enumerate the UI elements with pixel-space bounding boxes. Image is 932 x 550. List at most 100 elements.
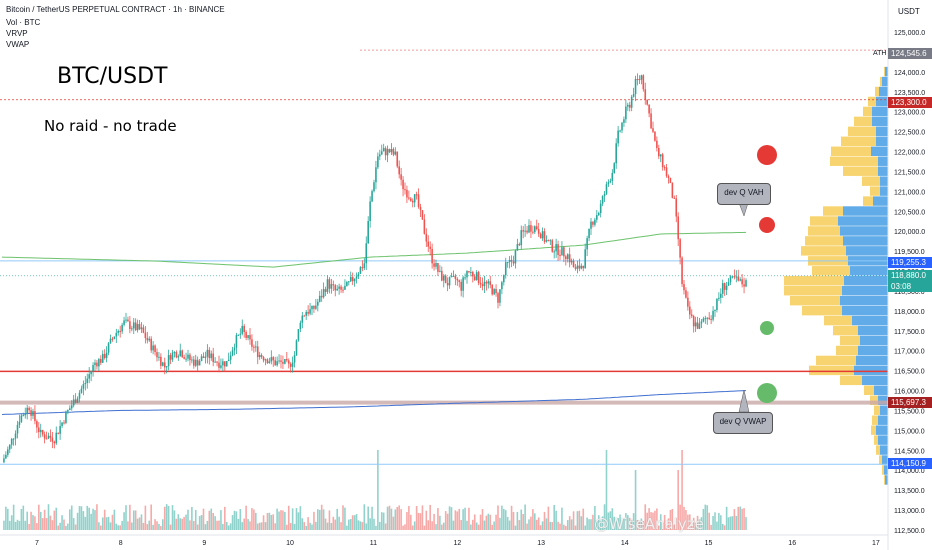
- candle-body: [342, 289, 344, 291]
- volume-bar: [524, 504, 526, 530]
- candle-body: [553, 251, 555, 253]
- candle-body: [489, 281, 492, 285]
- vp-down-row: [831, 146, 871, 156]
- volume-bar: [468, 507, 470, 530]
- volume-bar: [198, 516, 201, 530]
- volume-bar: [380, 512, 383, 530]
- volume-bar: [245, 505, 247, 530]
- volume-bar: [313, 511, 315, 530]
- volume-bar: [297, 512, 300, 530]
- volume-bar: [723, 525, 726, 530]
- volume-bar: [100, 525, 102, 530]
- volume-bar: [332, 516, 335, 530]
- candle-body: [729, 276, 732, 283]
- candle-body: [522, 230, 524, 232]
- volume-bar: [249, 521, 251, 530]
- candle-body: [45, 438, 48, 440]
- indicator-vwap[interactable]: VWAP: [6, 40, 30, 49]
- vp-up-row: [843, 236, 888, 246]
- candle-body: [289, 363, 292, 367]
- candle-body: [692, 316, 695, 327]
- vp-up-row: [878, 395, 888, 405]
- volume-bar: [584, 525, 586, 530]
- candle-body: [22, 415, 25, 417]
- volume-bar: [47, 504, 50, 530]
- volume-bar: [74, 524, 77, 530]
- volume-bar: [231, 515, 234, 530]
- vp-down-row: [874, 435, 878, 445]
- candle-body: [563, 247, 565, 257]
- candle-body: [636, 79, 639, 81]
- volume-bar: [86, 505, 89, 530]
- vp-up-row: [880, 405, 888, 415]
- volume-bar: [559, 523, 561, 530]
- volume-bar: [621, 520, 623, 530]
- candle-body: [394, 151, 397, 155]
- volume-bar: [12, 504, 15, 530]
- volume-bar: [243, 518, 245, 530]
- vp-down-row: [875, 86, 879, 97]
- candle-body: [677, 216, 679, 240]
- vp-up-row: [858, 325, 888, 336]
- volume-bar: [611, 508, 614, 530]
- candle-body: [495, 289, 497, 294]
- candle-body: [348, 281, 350, 283]
- candle-body: [103, 353, 106, 358]
- volume-bar: [266, 513, 269, 530]
- volume-bar: [444, 511, 447, 530]
- volume-bar: [7, 508, 9, 530]
- green-target-dot: [757, 383, 777, 403]
- y-tick-label: 118,500.0: [894, 289, 925, 296]
- candle-body: [237, 334, 240, 336]
- candle-body: [388, 149, 391, 153]
- y-tick-label: 117,000.0: [894, 349, 925, 356]
- volume-bar: [427, 520, 430, 530]
- volume-bar: [220, 510, 222, 530]
- volume-bar: [59, 522, 61, 530]
- volume-bar: [202, 508, 205, 530]
- volume-bar: [361, 522, 364, 530]
- candle-body: [194, 359, 197, 366]
- candle-body: [284, 359, 286, 364]
- volume-bar: [423, 525, 426, 530]
- pair-title: BTC/USDT: [57, 64, 168, 89]
- candle-body: [545, 240, 548, 242]
- candle-body: [193, 359, 195, 366]
- candle-body: [357, 273, 360, 277]
- volume-bar: [353, 515, 356, 530]
- candle-body: [702, 318, 705, 322]
- candle-body: [731, 276, 734, 278]
- candle-body: [14, 433, 17, 439]
- candle-body: [658, 147, 660, 157]
- volume-bar: [596, 521, 598, 530]
- candle-body: [132, 322, 135, 329]
- volume-bar: [70, 505, 73, 530]
- volume-bar: [557, 521, 559, 530]
- candle-body: [576, 265, 579, 269]
- volume-bar: [338, 516, 340, 530]
- indicator-vrvp[interactable]: VRVP: [6, 29, 28, 38]
- callout-dev-q-vwap: dev Q VWAP: [713, 412, 773, 434]
- volume-bar: [342, 505, 344, 530]
- candle-body: [406, 189, 408, 198]
- volume-bar: [632, 513, 635, 530]
- candle-body: [90, 371, 92, 375]
- markers: [738, 145, 777, 413]
- indicator-vol[interactable]: Vol · BTC: [6, 18, 41, 27]
- candle-body: [189, 354, 191, 361]
- countdown-tag: 03:08: [888, 281, 932, 292]
- candle-body: [47, 435, 50, 439]
- candle-body: [580, 265, 583, 269]
- x-tick-label: 16: [788, 540, 796, 547]
- volume-bar: [315, 521, 317, 530]
- volume-bar: [677, 470, 679, 530]
- volume-bar: [481, 509, 484, 530]
- volume-bar: [212, 513, 214, 530]
- candle-body: [396, 151, 399, 167]
- vp-up-row: [860, 335, 888, 346]
- candle-body: [318, 295, 321, 302]
- candle-body: [61, 422, 63, 427]
- candle-body: [621, 122, 623, 131]
- volume-bar: [82, 511, 85, 530]
